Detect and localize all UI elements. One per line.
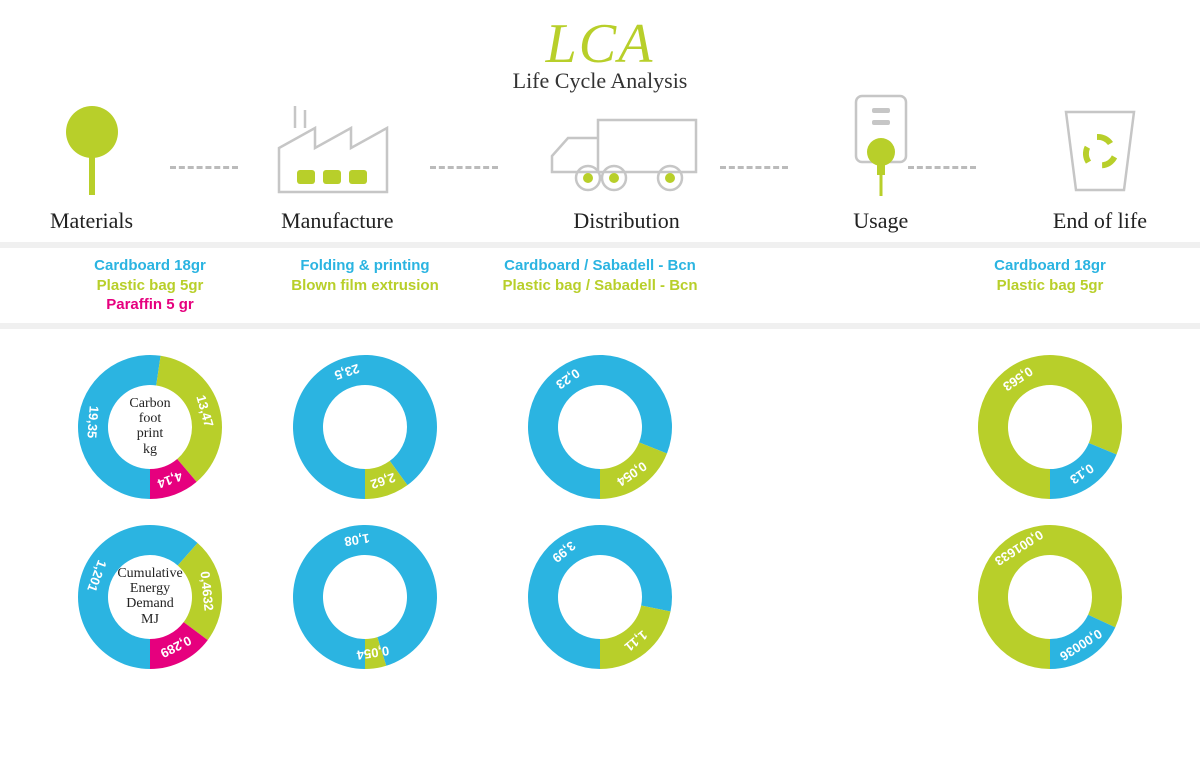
stage-manufacture: Manufacture <box>267 110 407 234</box>
stage-endoflife: End of life <box>1050 110 1150 234</box>
charts-row: 19,3513,474,14Carbonfootprintkg 23,52,62 0… <box>0 337 1200 507</box>
donut-chart: 0,5630,13 <box>970 347 1130 507</box>
chart-col-manufacture: 23,52,62 <box>265 347 465 507</box>
factory-icon <box>267 110 407 200</box>
header: LCA Life Cycle Analysis <box>0 0 1200 94</box>
detail-manufacture: Folding & printingBlown film extrusion <box>265 256 465 315</box>
stage-label: End of life <box>1053 208 1147 234</box>
detail-line: Cardboard 18gr <box>950 256 1150 276</box>
stage-label: Materials <box>50 208 133 234</box>
page-title: LCA <box>0 12 1200 76</box>
detail-line: Paraffin 5 gr <box>50 295 250 315</box>
truck-icon <box>542 110 712 200</box>
detail-line: Folding & printing <box>265 256 465 276</box>
detail-line: Plastic bag 5gr <box>950 276 1150 296</box>
page-subtitle: Life Cycle Analysis <box>0 68 1200 94</box>
donut-chart: 0,230,054 <box>520 347 680 507</box>
stages-row: Materials Manufacture Distribution Usage <box>0 94 1200 234</box>
detail-line: Plastic bag 5gr <box>50 276 250 296</box>
donut-chart: 1,2010,46320,289CumulativeEnergyDemandMJ <box>70 517 230 677</box>
chart-col-endoflife: 0,5630,13 <box>950 347 1150 507</box>
detail-line: Plastic bag / Sabadell - Bcn <box>480 276 720 296</box>
stage-usage: Usage <box>846 110 916 234</box>
donut-chart: 19,3513,474,14Carbonfootprintkg <box>70 347 230 507</box>
detail-line: Cardboard 18gr <box>50 256 250 276</box>
stage-distribution: Distribution <box>542 110 712 234</box>
stage-materials: Materials <box>50 110 133 234</box>
chart-col-endoflife: 0,0016330,00036 <box>950 517 1150 677</box>
detail-line: Blown film extrusion <box>265 276 465 296</box>
donut-chart: 3,991,11 <box>520 517 680 677</box>
donut-chart: 0,0016330,00036 <box>970 517 1130 677</box>
charts-row: 1,2010,46320,289CumulativeEnergyDemandMJ… <box>0 507 1200 677</box>
donut-center-label: CumulativeEnergyDemandMJ <box>117 566 182 628</box>
stage-label: Manufacture <box>281 208 393 234</box>
donut-chart: 23,52,62 <box>285 347 445 507</box>
detail-materials: Cardboard 18grPlastic bag 5grParaffin 5 … <box>50 256 250 315</box>
donut-chart: 1,080,054 <box>285 517 445 677</box>
divider <box>0 323 1200 329</box>
stage-label: Distribution <box>573 208 679 234</box>
plug-icon <box>846 110 916 200</box>
detail-line: Cardboard / Sabadell - Bcn <box>480 256 720 276</box>
tree-icon <box>57 110 127 200</box>
stage-label: Usage <box>853 208 908 234</box>
detail-endoflife: Cardboard 18grPlastic bag 5gr <box>950 256 1150 315</box>
stage-details-row: Cardboard 18grPlastic bag 5grParaffin 5 … <box>0 256 1200 315</box>
chart-col-usage <box>735 347 935 507</box>
chart-col-distribution: 3,991,11 <box>480 517 720 677</box>
chart-col-usage <box>735 517 935 677</box>
recycle-bin-icon <box>1050 110 1150 200</box>
donut-center-label: Carbonfootprintkg <box>129 396 170 458</box>
chart-col-materials: 1,2010,46320,289CumulativeEnergyDemandMJ <box>50 517 250 677</box>
chart-col-materials: 19,3513,474,14Carbonfootprintkg <box>50 347 250 507</box>
donut-segment-label: 19,35 <box>84 405 101 439</box>
chart-col-distribution: 0,230,054 <box>480 347 720 507</box>
chart-col-manufacture: 1,080,054 <box>265 517 465 677</box>
detail-usage <box>735 256 935 315</box>
detail-distribution: Cardboard / Sabadell - BcnPlastic bag / … <box>480 256 720 315</box>
divider <box>0 242 1200 248</box>
